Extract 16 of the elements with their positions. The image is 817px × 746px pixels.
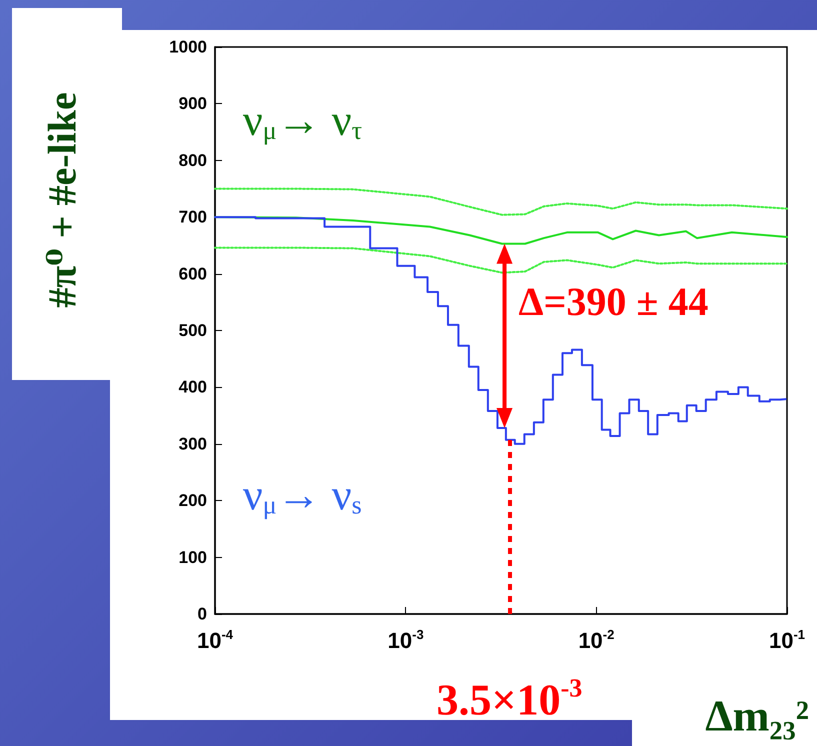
y-tick-label: 500 xyxy=(178,321,207,340)
y-axis-title: #π⁰ + #e-like xyxy=(40,92,84,308)
y-tick-label: 300 xyxy=(178,434,207,454)
series-label: νμ→ ντ xyxy=(242,96,362,146)
y-tick-label: 200 xyxy=(178,491,207,510)
x-axis-title: Δm₂₃² xyxy=(705,692,809,740)
annotation: Δ=390 ± 44 xyxy=(518,279,708,324)
y-tick-label: 900 xyxy=(178,94,207,114)
y-tick-label: 400 xyxy=(178,378,207,397)
y-tick-label: 0 xyxy=(198,604,207,624)
y-tick-label: 100 xyxy=(178,548,207,567)
y-tick-label: 600 xyxy=(178,264,207,284)
y-tick-label: 700 xyxy=(178,208,207,227)
y-tick-label: 800 xyxy=(178,150,207,170)
text: νμ→ νs xyxy=(242,470,362,520)
y-tick-label: 1000 xyxy=(169,38,207,56)
